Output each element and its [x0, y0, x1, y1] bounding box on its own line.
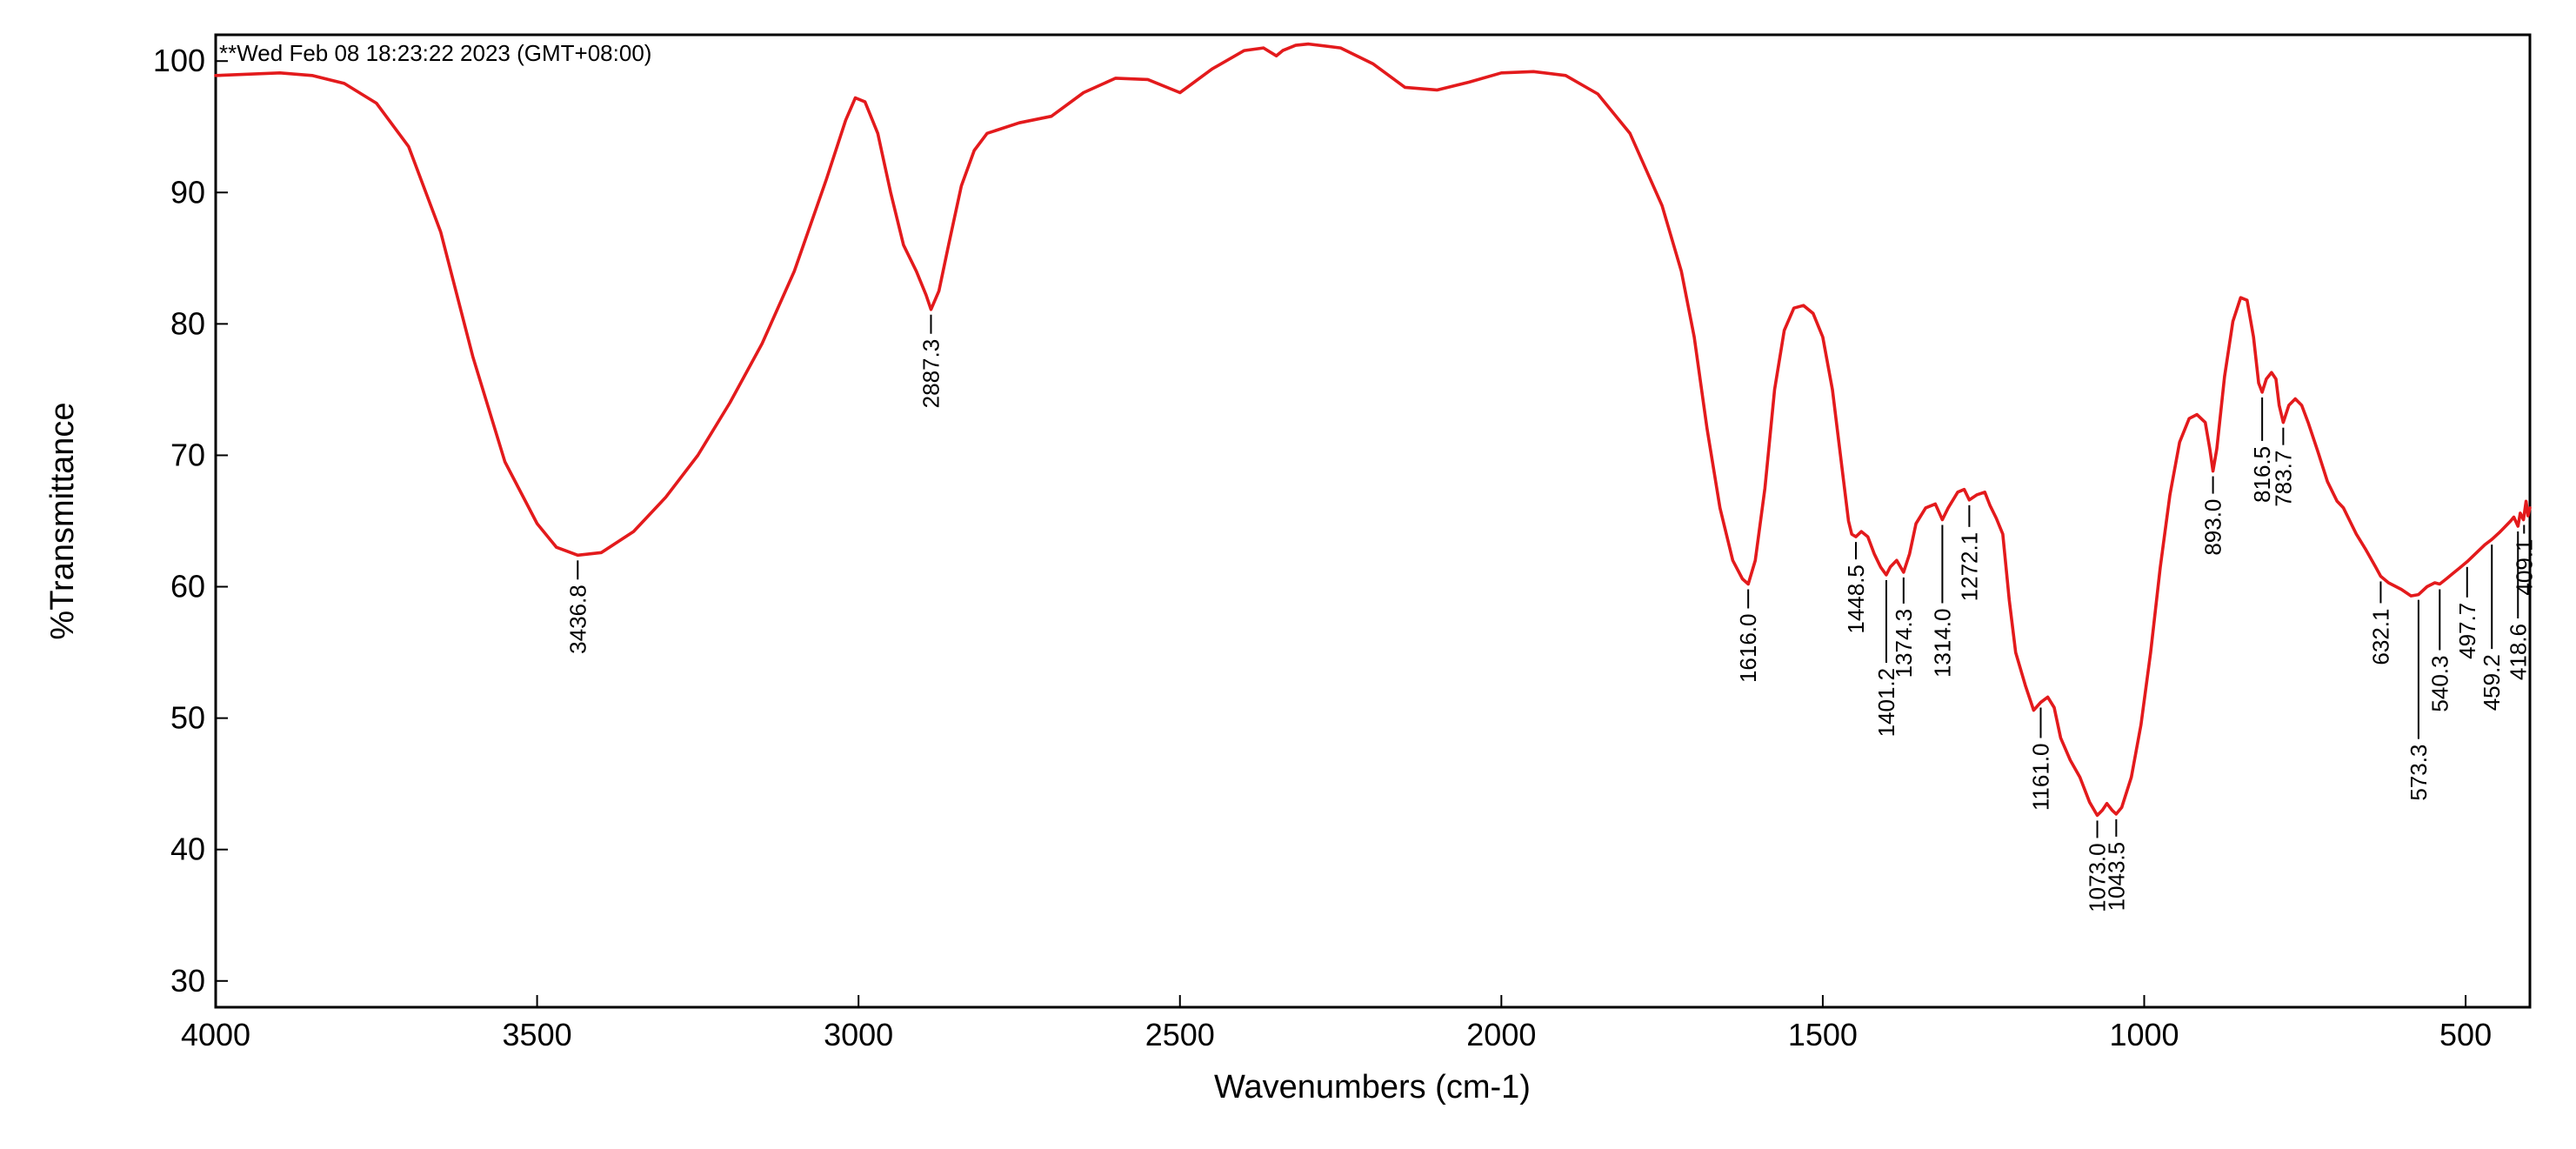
x-tick-label: 2500: [1145, 1017, 1215, 1052]
y-tick-label: 100: [153, 43, 205, 78]
y-tick-label: 80: [170, 305, 205, 341]
y-tick-label: 60: [170, 569, 205, 605]
peak-label: 816.5: [2249, 446, 2275, 503]
y-axis: 100 90 80 70 60 50 40 30: [153, 43, 228, 999]
x-axis: 4000 3500 3000 2500 2000 1500 1000 500: [181, 995, 2492, 1052]
x-tick-label: 3000: [824, 1017, 893, 1052]
spectrum-line: [214, 42, 2532, 818]
peak-label: 540.3: [2426, 656, 2453, 712]
peak-label: 1616.0: [1735, 614, 1761, 684]
y-tick-label: 30: [170, 963, 205, 999]
y-tick-label: 50: [170, 700, 205, 736]
peak-label: 409.1: [2511, 539, 2537, 596]
peak-label: 1043.5: [2103, 842, 2129, 912]
peak-label: 1161.0: [2028, 744, 2054, 812]
peak-label: 1073.0: [2085, 843, 2111, 912]
x-tick-label: 500: [2439, 1017, 2492, 1052]
peak-label: 783.7: [2270, 451, 2296, 507]
peak-label: 2887.3: [918, 339, 944, 409]
peak-label: 1272.1: [1956, 532, 1982, 602]
peak-label: 3436.8: [564, 585, 591, 654]
x-axis-title: Wavenumbers (cm-1): [1214, 1069, 1531, 1106]
x-tick-label: 4000: [181, 1017, 250, 1052]
peak-label: 632.1: [2367, 609, 2393, 665]
timestamp-label: **Wed Feb 08 18:23:22 2023 (GMT+08:00): [219, 40, 651, 66]
peak-label: 418.6: [2505, 624, 2531, 680]
peak-label: 459.2: [2479, 654, 2505, 711]
peak-label: 1314.0: [1929, 609, 1955, 678]
y-axis-title: %Transmittance: [44, 402, 81, 639]
peak-label: 1401.2: [1873, 668, 1899, 738]
y-tick-label: 90: [170, 174, 205, 210]
peak-label: 573.3: [2406, 745, 2432, 801]
x-tick-label: 1500: [1788, 1017, 1858, 1052]
x-tick-label: 1000: [2109, 1017, 2179, 1052]
plot-frame: [214, 33, 2532, 1009]
peak-label: 1374.3: [1891, 609, 1917, 678]
peak-leader-lines: [577, 314, 2526, 838]
peak-label: 893.0: [2200, 499, 2226, 556]
y-tick-label: 70: [170, 437, 205, 472]
peak-label: 497.7: [2454, 603, 2480, 659]
x-tick-label: 3500: [503, 1017, 572, 1052]
peak-label: 1448.5: [1843, 564, 1869, 634]
x-tick-label: 2000: [1466, 1017, 1536, 1052]
y-tick-label: 40: [170, 832, 205, 867]
